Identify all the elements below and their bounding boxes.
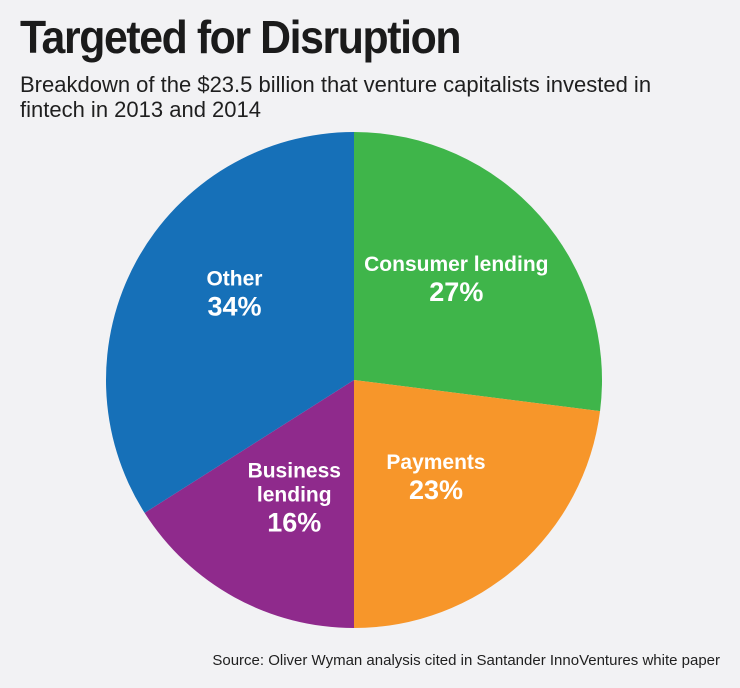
pie-slice-payments bbox=[354, 380, 601, 628]
chart-title: Targeted for Disruption bbox=[20, 11, 461, 63]
slice-label: Payments bbox=[386, 451, 485, 474]
pie-slice-business-lending bbox=[144, 380, 354, 628]
slice-value-label: 27% bbox=[429, 277, 483, 307]
pie-slice-consumer-lending bbox=[354, 132, 602, 412]
chart-subtitle: Breakdown of the $23.5 billion that vent… bbox=[20, 72, 652, 122]
slice-label: Other bbox=[206, 267, 262, 290]
slice-label: Consumer lending bbox=[364, 253, 548, 276]
slice-value-label: 34% bbox=[207, 291, 261, 321]
pie-slice-other bbox=[105, 132, 354, 513]
slice-label: Business bbox=[248, 460, 341, 483]
slice-value-label: 23% bbox=[409, 475, 463, 505]
slice-value-label: 16% bbox=[267, 508, 321, 538]
slice-label: lending bbox=[257, 484, 332, 507]
source-note: Source: Oliver Wyman analysis cited in S… bbox=[212, 652, 720, 669]
